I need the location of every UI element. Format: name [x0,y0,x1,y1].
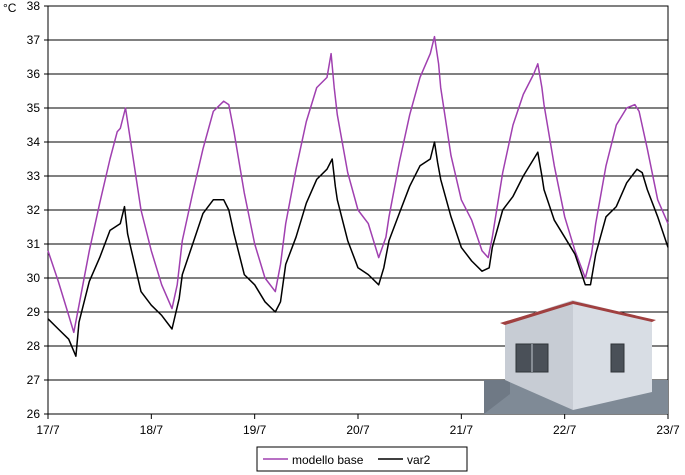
x-tick-label: 21/7 [450,423,474,437]
x-tick-label: 18/7 [140,423,164,437]
legend-label-var2: var2 [407,453,431,467]
y-tick-label: 27 [27,373,41,387]
y-tick-label: 31 [27,237,41,251]
legend-label-modello-base: modello base [292,453,364,467]
legend-box [256,446,468,472]
x-tick-label: 20/7 [346,423,370,437]
y-tick-labels: 26 27 28 29 30 31 32 33 34 35 36 37 38 [27,0,41,421]
y-tick-label: 33 [27,169,41,183]
y-tick-label: 36 [27,67,41,81]
x-tick-label: 23/7 [656,423,680,437]
series-line-modello-base [47,35,669,334]
y-tick-label: 28 [27,339,41,353]
series-lines [47,35,669,357]
series-line-var2 [47,141,669,357]
y-tick-label: 26 [27,407,41,421]
x-tick-label: 19/7 [243,423,267,437]
x-tick-label: 22/7 [553,423,577,437]
y-tick-label: 35 [27,101,41,115]
unit-label: °C [3,1,17,15]
y-tick-label: 37 [27,33,41,47]
y-tick-label: 32 [27,203,41,217]
building-render-image [484,300,668,414]
x-tick-label: 17/7 [36,423,60,437]
x-tick-labels: 17/7 18/7 19/7 20/7 21/7 22/7 23/7 [36,423,680,437]
y-tick-label: 30 [27,271,41,285]
y-tick-label: 29 [27,305,41,319]
y-tick-label: 38 [27,0,41,13]
legend: modello base var2 [256,446,468,472]
y-tick-label: 34 [27,135,41,149]
x-ticks [47,414,669,419]
